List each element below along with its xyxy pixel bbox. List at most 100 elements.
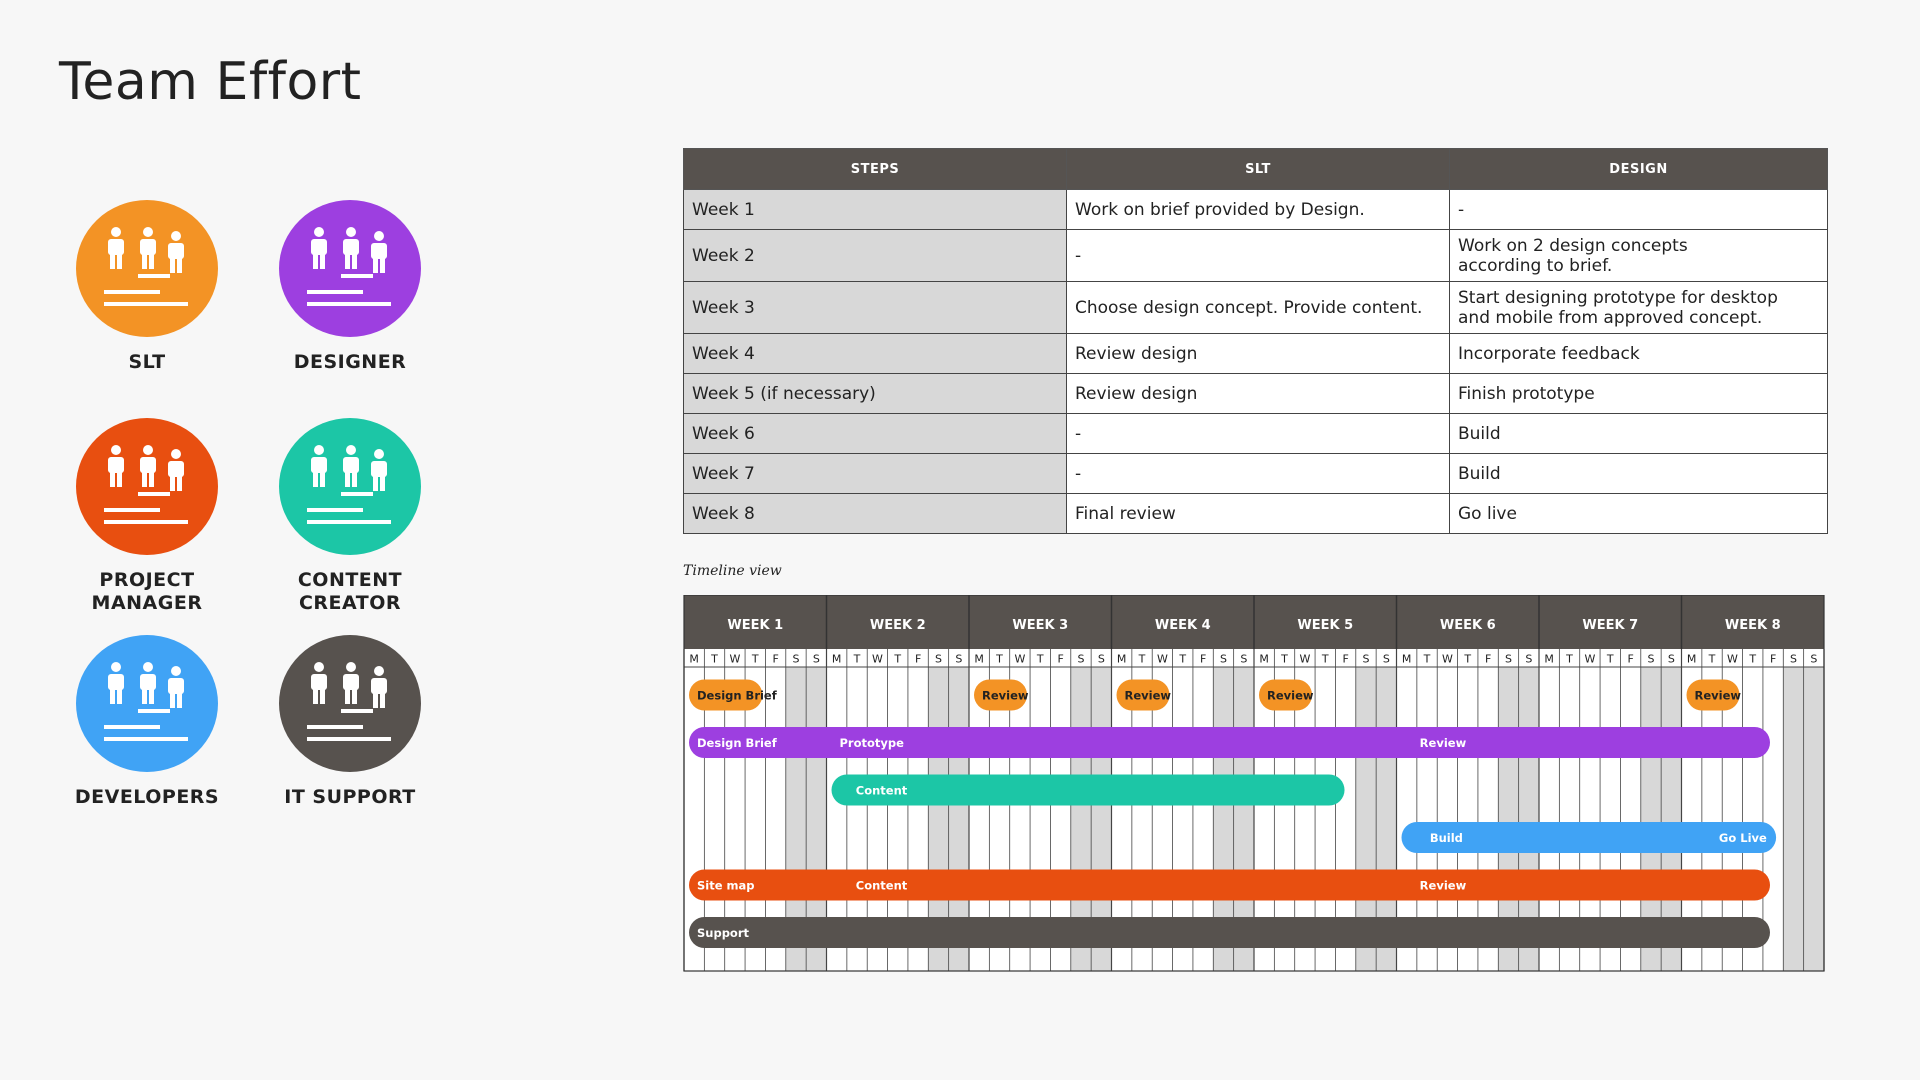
day-label: T	[853, 653, 861, 666]
bar-label: Review	[1125, 689, 1172, 703]
day-label: T	[1565, 653, 1573, 666]
week-label: WEEK 7	[1582, 618, 1638, 633]
day-label: T	[1748, 653, 1756, 666]
cell-slt: Choose design concept. Provide content.	[1066, 281, 1450, 334]
page-title: Team Effort	[59, 52, 362, 112]
day-label: W	[1584, 653, 1595, 666]
day-label: S	[1647, 653, 1654, 666]
timeline-bar	[974, 679, 1028, 711]
bar-label: Build	[1430, 831, 1463, 845]
week-label: WEEK 8	[1725, 618, 1781, 633]
day-label: T	[995, 653, 1003, 666]
day-label: S	[813, 653, 820, 666]
day-label: S	[1525, 653, 1532, 666]
role-slt: SLT	[47, 200, 247, 374]
day-label: T	[1708, 653, 1716, 666]
team-icon	[76, 418, 218, 555]
day-label: S	[1505, 653, 1512, 666]
table-row: Week 3 Choose design concept. Provide con…	[683, 281, 1828, 334]
day-label: F	[1770, 653, 1776, 666]
bar-label: Review	[1420, 879, 1467, 893]
day-label: F	[1627, 653, 1633, 666]
day-label: S	[1098, 653, 1105, 666]
week-label: WEEK 4	[1155, 618, 1211, 633]
bar-label: Review	[1267, 689, 1314, 703]
role-content-creator: CONTENT CREATOR	[250, 418, 450, 615]
team-icon	[279, 635, 421, 772]
day-label: W	[872, 653, 883, 666]
day-label: S	[1668, 653, 1675, 666]
bar-label: Design Brief	[697, 736, 778, 750]
day-label: S	[792, 653, 799, 666]
week-label: WEEK 6	[1440, 618, 1496, 633]
day-label: F	[1342, 653, 1348, 666]
cell-design: Work on 2 design concepts according to b…	[1449, 229, 1828, 282]
week-label: WEEK 5	[1297, 618, 1353, 633]
header-slt: SLT	[1066, 148, 1450, 190]
table-row: Week 7- Build	[683, 453, 1828, 494]
bar-label: Review	[982, 689, 1029, 703]
role-label: SLT	[128, 351, 166, 373]
cell-step: Week 1	[683, 189, 1067, 230]
cell-design: Start designing prototype for desktop an…	[1449, 281, 1828, 334]
cell-design: Build	[1449, 413, 1828, 454]
day-label: F	[1485, 653, 1491, 666]
cell-step: Week 5 (if necessary)	[683, 373, 1067, 414]
timeline-bar	[1116, 679, 1170, 711]
day-label: M	[1402, 653, 1412, 666]
day-label: S	[1220, 653, 1227, 666]
timeline-caption: Timeline view	[683, 563, 782, 579]
cell-step: Week 8	[683, 493, 1067, 534]
cell-step: Week 7	[683, 453, 1067, 494]
day-label: M	[1117, 653, 1127, 666]
timeline-bar	[1401, 822, 1777, 853]
table-row: Week 2- Work on 2 design concepts accordi…	[683, 229, 1828, 282]
day-label: S	[1240, 653, 1247, 666]
cell-design: Incorporate feedback	[1449, 333, 1828, 374]
role-designer: DESIGNER	[250, 200, 450, 374]
header-steps: STEPS	[683, 148, 1067, 190]
day-label: F	[1200, 653, 1206, 666]
bar-label: Site map	[697, 879, 755, 893]
table-row: Week 1 Work on brief provided by Design. -	[683, 189, 1828, 230]
cell-step: Week 2	[683, 229, 1067, 282]
timeline-bar	[689, 869, 1770, 901]
role-label: CONTENT CREATOR	[297, 569, 403, 614]
bar-label: Prototype	[840, 736, 905, 750]
role-project-manager: PROJECT MANAGER	[47, 418, 247, 615]
week-label: WEEK 1	[727, 618, 783, 633]
timeline-bar	[689, 727, 1770, 758]
bar-label: Support	[697, 926, 750, 940]
cell-slt: Final review	[1066, 493, 1450, 534]
role-label: PROJECT MANAGER	[91, 569, 203, 614]
cell-slt: -	[1066, 453, 1450, 494]
weekend-column	[1783, 667, 1804, 971]
day-label: T	[710, 653, 718, 666]
day-label: S	[1362, 653, 1369, 666]
cell-slt: Work on brief provided by Design.	[1066, 189, 1450, 230]
team-icon	[76, 635, 218, 772]
cell-slt: Review design	[1066, 373, 1450, 414]
cell-slt: -	[1066, 229, 1450, 282]
bar-label: Go Live	[1719, 831, 1767, 845]
day-label: W	[1014, 653, 1025, 666]
day-label: S	[955, 653, 962, 666]
cell-design: -	[1449, 189, 1828, 230]
cell-design: Finish prototype	[1449, 373, 1828, 414]
cell-slt: -	[1066, 413, 1450, 454]
day-label: T	[1036, 653, 1044, 666]
day-label: F	[772, 653, 778, 666]
steps-table: STEPS SLT DESIGN Week 1 Work on brief pro…	[683, 148, 1828, 534]
cell-slt: Review design	[1066, 333, 1450, 374]
role-it-support: IT SUPPORT	[250, 635, 450, 809]
day-label: M	[1687, 653, 1697, 666]
day-label: W	[1157, 653, 1168, 666]
role-developers: DEVELOPERS	[47, 635, 247, 809]
day-label: T	[1321, 653, 1329, 666]
day-label: T	[1463, 653, 1471, 666]
table-row: Week 6- Build	[683, 413, 1828, 454]
header-design: DESIGN	[1449, 148, 1828, 190]
cell-design: Build	[1449, 453, 1828, 494]
timeline-gantt: WEEK 1 WEEK 2 WEEK 3 WEEK 4 WEEK 5 WEEK 6 WEEK…	[683, 595, 1825, 972]
weekend-column	[1803, 667, 1824, 971]
